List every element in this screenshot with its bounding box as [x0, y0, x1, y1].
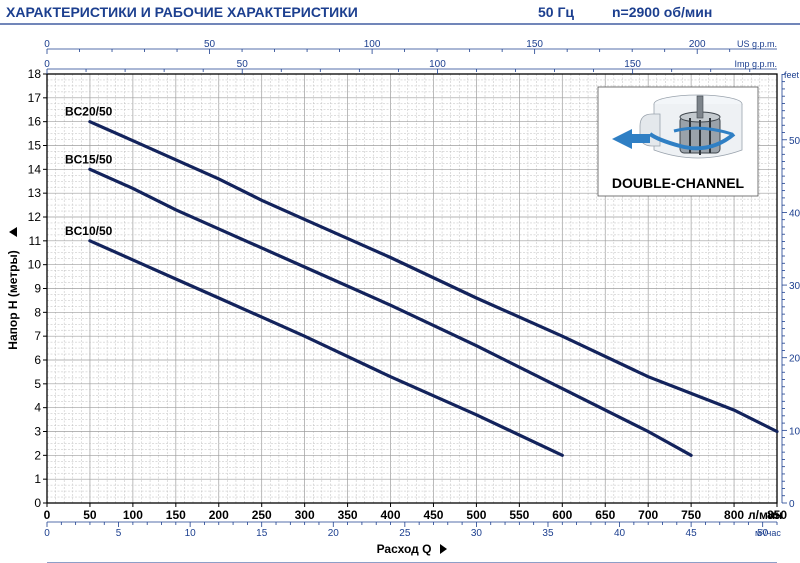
- us-gpm-tick-label: 100: [364, 39, 381, 50]
- y-tick-label: 1: [34, 472, 41, 486]
- x-tick-label: 250: [252, 508, 272, 522]
- double-channel-badge: DOUBLE-CHANNEL: [597, 86, 759, 197]
- x-tick-label: 450: [423, 508, 443, 522]
- us-gpm-tick-label: 150: [526, 39, 543, 50]
- header-frequency: 50 Гц: [538, 4, 574, 20]
- x-tick-label: 750: [681, 508, 701, 522]
- m3h-tick-label: 25: [399, 528, 411, 539]
- m3h-tick-label: 5: [116, 528, 122, 539]
- y-tick-label: 15: [28, 139, 42, 153]
- m3h-tick-label: 40: [614, 528, 626, 539]
- x-tick-label: 850: [767, 508, 787, 522]
- x-tick-label: 600: [552, 508, 572, 522]
- x-tick-label: 650: [595, 508, 615, 522]
- x-axis-ticks: 0 50 100 150 200 250 300 350 400 450 500 550 600 650 7…: [44, 503, 787, 522]
- m3h-tick-label: 15: [256, 528, 268, 539]
- header-title: ХАРАКТЕРИСТИКИ И РАБОЧИЕ ХАРАКТЕРИСТИКИ: [6, 4, 358, 20]
- m3h-tick-label: 45: [686, 528, 698, 539]
- y-tick-label: 2: [34, 448, 41, 462]
- us-gpm-tick-label: 50: [204, 39, 216, 50]
- y-tick-label: 14: [28, 162, 42, 176]
- m3h-tick-label: 50: [757, 528, 769, 539]
- y-tick-label: 8: [34, 305, 41, 319]
- x-tick-label: 150: [166, 508, 186, 522]
- y-axis-arrow-icon: [9, 227, 17, 237]
- m3h-tick-label: 30: [471, 528, 483, 539]
- y-tick-label: 9: [34, 282, 41, 296]
- curve-label: BC15/50: [65, 152, 113, 166]
- y-tick-label: 11: [29, 234, 42, 248]
- imp-gpm-tick-label: 0: [44, 59, 50, 70]
- top-secondary-axes: 0 50 100 150 200 US g.p.m. 0 50 100 150 Imp g.p.m.: [44, 39, 777, 74]
- y-tick-label: 18: [28, 67, 42, 81]
- imp-gpm-unit: Imp g.p.m.: [734, 59, 777, 69]
- x-tick-label: 200: [209, 508, 229, 522]
- us-gpm-tick-label: 200: [689, 39, 706, 50]
- feet-tick-label: 20: [789, 354, 800, 365]
- y-tick-label: 0: [34, 496, 41, 510]
- double-channel-impeller-icon: [612, 94, 743, 159]
- x-tick-label: 100: [123, 508, 143, 522]
- feet-tick-label: 40: [789, 208, 800, 219]
- m3h-tick-label: 20: [328, 528, 340, 539]
- badge-label: DOUBLE-CHANNEL: [612, 175, 745, 191]
- us-gpm-tick-label: 0: [44, 39, 50, 50]
- x-tick-label: 350: [338, 508, 358, 522]
- m3h-tick-label: 10: [185, 528, 197, 539]
- y-axis-label: Напор H (метры): [6, 250, 20, 349]
- x-tick-label: 700: [638, 508, 658, 522]
- feet-tick-label: 30: [789, 281, 800, 292]
- x-tick-label: 500: [466, 508, 486, 522]
- y-tick-label: 12: [28, 210, 42, 224]
- y-tick-label: 7: [34, 329, 41, 343]
- feet-tick-label: 10: [789, 426, 800, 437]
- feet-tick-label: 50: [789, 136, 800, 147]
- y-tick-label: 5: [34, 377, 41, 391]
- x-tick-label: 0: [44, 508, 51, 522]
- y-tick-label: 10: [28, 258, 42, 272]
- x-tick-label: 300: [295, 508, 315, 522]
- curve-label: BC20/50: [65, 105, 113, 119]
- x-unit-label: л/мин: [748, 508, 782, 522]
- curves: BC20/50 BC15/50 BC10/50: [65, 105, 779, 457]
- y-tick-label: 13: [28, 186, 42, 200]
- curve-bc10-50: [88, 239, 564, 457]
- m3h-unit: м³/час: [755, 528, 781, 538]
- m3h-tick-label: 0: [44, 528, 50, 539]
- feet-axis: 0 10 20 30 40 50 feet: [781, 70, 800, 510]
- y-tick-label: 3: [34, 425, 41, 439]
- y-tick-label: 16: [28, 115, 42, 129]
- imp-gpm-tick-label: 100: [429, 59, 446, 70]
- x-tick-label: 50: [83, 508, 97, 522]
- x-tick-label: 400: [381, 508, 401, 522]
- y-tick-label: 4: [34, 401, 41, 415]
- x-tick-label: 800: [724, 508, 744, 522]
- feet-tick-label: 0: [789, 499, 795, 510]
- imp-gpm-tick-label: 50: [237, 59, 249, 70]
- y-tick-label: 6: [34, 353, 41, 367]
- imp-gpm-tick-label: 150: [624, 59, 641, 70]
- m3h-tick-label: 35: [542, 528, 554, 539]
- y-tick-label: 17: [28, 91, 42, 105]
- feet-unit: feet: [784, 70, 800, 80]
- curve-bc15-50: [88, 167, 693, 457]
- x-axis-label: Расход Q: [377, 542, 432, 556]
- x-axis-arrow-icon: [440, 544, 447, 554]
- curve-label: BC10/50: [65, 224, 113, 238]
- header-speed: n=2900 об/мин: [612, 4, 712, 20]
- x-tick-label: 550: [509, 508, 529, 522]
- curve-bc20-50: [88, 120, 779, 434]
- us-gpm-unit: US g.p.m.: [737, 39, 777, 49]
